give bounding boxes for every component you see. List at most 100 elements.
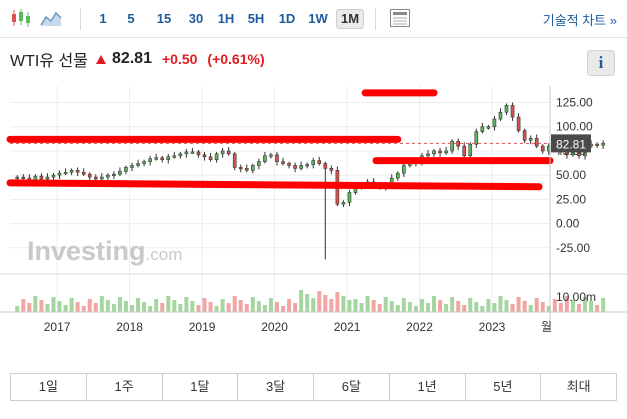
period-max[interactable]: 최대: [541, 374, 616, 400]
current-price-label: 82.81: [556, 137, 586, 151]
volume-bar: [425, 303, 430, 312]
period-6-month[interactable]: 6달: [314, 374, 390, 400]
volume-bar: [347, 300, 352, 312]
candle-body: [148, 158, 152, 162]
interval-1d[interactable]: 1D: [278, 11, 296, 26]
period-3-month[interactable]: 3달: [238, 374, 314, 400]
volume-bar: [432, 296, 437, 312]
volume-bar: [220, 299, 225, 312]
candle-body: [311, 160, 316, 165]
candle-body: [124, 167, 128, 172]
volume-bar: [498, 296, 503, 312]
candle-body: [45, 176, 50, 180]
volume-bar: [117, 297, 122, 312]
x-tick-label: 2018: [116, 320, 143, 334]
volume-bar: [371, 300, 376, 312]
candle-body: [257, 161, 261, 166]
candle-body: [275, 154, 279, 162]
area-chart-icon[interactable]: [40, 8, 62, 28]
y-tick-label: 50.00: [556, 168, 586, 182]
interval-15[interactable]: 15: [156, 11, 172, 26]
volume-bar: [75, 302, 80, 312]
x-tick-label: 2023: [479, 320, 506, 334]
interval-5[interactable]: 5: [127, 11, 135, 26]
volume-bar: [504, 300, 509, 312]
interval-1w[interactable]: 1W: [308, 11, 328, 26]
candle-body: [571, 152, 575, 156]
volume-bar: [576, 304, 581, 312]
candle-body: [426, 153, 430, 157]
candle-body: [263, 155, 267, 162]
last-price: 82.81: [111, 50, 152, 67]
volume-bar: [456, 301, 461, 312]
volume-bar: [486, 299, 491, 312]
volume-bar: [172, 300, 177, 312]
volume-bar: [105, 300, 110, 312]
volume-bar: [196, 305, 201, 312]
candle-body: [226, 150, 231, 155]
volume-bar: [365, 296, 370, 312]
interval-1m[interactable]: 1M: [336, 9, 364, 29]
candle-body: [136, 163, 140, 166]
candle-body: [341, 201, 346, 205]
interval-1[interactable]: 1: [99, 11, 107, 26]
candle-body: [214, 153, 219, 160]
y-tick-label: 0.00: [556, 217, 580, 231]
period-5-year[interactable]: 5년: [465, 374, 542, 400]
volume-bar: [130, 305, 135, 312]
candle-body: [438, 150, 442, 154]
x-tick-label: 2019: [189, 320, 216, 334]
volume-bar: [15, 306, 20, 312]
volume-bar: [51, 297, 56, 312]
info-button[interactable]: i: [587, 50, 615, 76]
interval-1h[interactable]: 1H: [217, 11, 235, 26]
volume-bar: [111, 304, 116, 312]
volume-bar: [160, 303, 165, 312]
volume-bar: [87, 299, 92, 312]
drawn-lines: [6, 89, 554, 191]
candle-body: [601, 142, 605, 146]
table-view-icon[interactable]: [389, 8, 411, 28]
candle-body: [160, 157, 165, 160]
candle-body: [323, 163, 328, 169]
candle-body: [522, 130, 527, 141]
x-tick-label: 2021: [334, 320, 361, 334]
candle-body: [220, 150, 225, 155]
volume-bar: [244, 304, 249, 312]
volume-bar: [419, 299, 424, 312]
watermark-suffix: .com: [146, 245, 183, 264]
candle-body: [287, 163, 291, 166]
technical-chart-link[interactable]: 기술적 차트 »: [542, 13, 617, 28]
volume-bar: [480, 306, 485, 312]
candle-body: [100, 176, 104, 180]
volume-bar: [69, 298, 74, 312]
period-1-week[interactable]: 1주: [86, 374, 163, 400]
volume-bar: [341, 296, 346, 312]
drawn-marker-line: [6, 179, 543, 191]
volume-bar: [190, 301, 195, 312]
y-tick-label: 125.00: [556, 96, 593, 110]
volume-bar: [359, 303, 364, 312]
volume-bar: [601, 298, 606, 312]
volume-bar: [99, 296, 104, 312]
candle-body: [87, 173, 92, 178]
interval-5h[interactable]: 5H: [247, 11, 265, 26]
candle-body: [462, 145, 467, 157]
candle-body: [232, 153, 237, 168]
chart-axes: 125.00100.0075.0050.0025.000.00-25.00201…: [0, 86, 627, 334]
interval-30[interactable]: 30: [188, 11, 204, 26]
volume-bar: [552, 299, 557, 312]
volume-bar: [546, 306, 551, 312]
period-1-month[interactable]: 1달: [162, 374, 239, 400]
period-1-year[interactable]: 1년: [389, 374, 466, 400]
candle-body: [172, 155, 177, 158]
candle-body: [468, 143, 473, 157]
candle-body: [480, 126, 485, 132]
investing-watermark: Investing.com: [27, 236, 182, 266]
volume-bar: [93, 303, 98, 312]
candle-body: [540, 145, 545, 152]
candle-body: [528, 138, 533, 141]
period-1-day[interactable]: 1일: [11, 374, 87, 400]
candlestick-icon[interactable]: [10, 8, 32, 28]
volume-bar: [262, 305, 267, 312]
